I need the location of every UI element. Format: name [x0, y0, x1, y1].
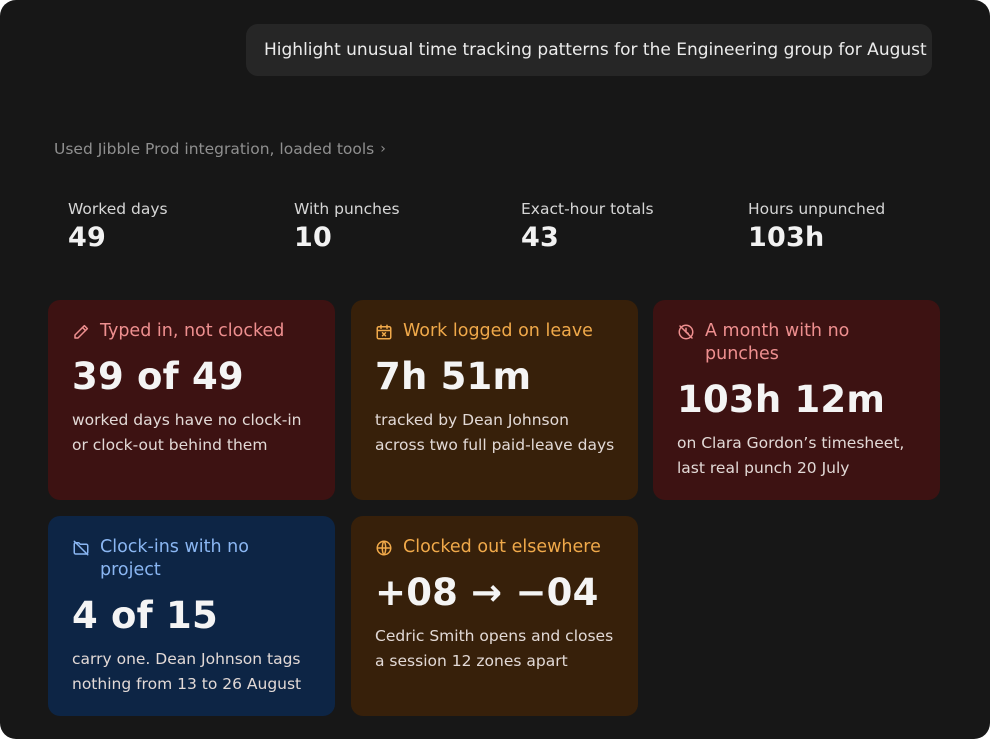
stat-hours-unpunched: Hours unpunched 103h [748, 200, 885, 253]
stat-value: 103h [748, 222, 825, 253]
card-clock-ins-no-project: Clock-ins with no project 4 of 15 carry … [48, 516, 335, 716]
globe-icon [376, 540, 392, 556]
card-title: Typed in, not clocked [100, 321, 285, 341]
stat-with-punches: With punches 10 [294, 200, 400, 253]
stat-value: 49 [68, 222, 106, 253]
tool-usage-text: Used Jibble Prod integration, loaded too… [54, 140, 375, 158]
card-value: 4 of 15 [72, 594, 218, 637]
card-description: tracked by Dean Johnson across two full … [375, 411, 615, 454]
chevron-right-icon: › [380, 141, 386, 157]
card-description: worked days have no clock-in or clock-ou… [72, 411, 302, 454]
card-title: Clocked out elsewhere [403, 537, 601, 557]
stat-label: Exact-hour totals [521, 200, 654, 218]
stat-label: Worked days [68, 200, 168, 218]
card-title: A month with no punches [705, 321, 850, 364]
card-value: +08 → −04 [375, 571, 599, 614]
stat-exact-hour-totals: Exact-hour totals 43 [521, 200, 654, 253]
card-description: on Clara Gordon’s timesheet, last real p… [677, 434, 905, 477]
stat-value: 10 [294, 222, 332, 253]
stat-value: 43 [521, 222, 559, 253]
folder-off-icon [73, 540, 89, 556]
stat-worked-days: Worked days 49 [68, 200, 168, 253]
card-work-logged-on-leave: Work logged on leave 7h 51m tracked by D… [351, 300, 638, 500]
card-value: 103h 12m [677, 378, 886, 421]
user-message-text: Highlight unusual time tracking patterns… [264, 40, 927, 60]
card-description: carry one. Dean Johnson tags nothing fro… [72, 650, 302, 693]
pencil-icon [74, 324, 89, 339]
card-month-no-punches: A month with no punches 103h 12m on Clar… [653, 300, 940, 500]
tool-usage-toggle[interactable]: Used Jibble Prod integration, loaded too… [54, 140, 386, 158]
card-clocked-out-elsewhere: Clocked out elsewhere +08 → −04 Cedric S… [351, 516, 638, 716]
card-description: Cedric Smith opens and closes a session … [375, 627, 614, 670]
card-typed-in-not-clocked: Typed in, not clocked 39 of 49 worked da… [48, 300, 335, 500]
card-title: Clock-ins with no project [100, 537, 249, 580]
card-value: 7h 51m [375, 355, 532, 398]
stat-label: Hours unpunched [748, 200, 886, 218]
stat-label: With punches [294, 200, 400, 218]
card-value: 39 of 49 [72, 355, 244, 398]
calendar-x-icon [376, 324, 392, 340]
clock-off-icon [678, 324, 694, 340]
user-message-bubble: Highlight unusual time tracking patterns… [246, 24, 932, 76]
card-title: Work logged on leave [403, 321, 593, 341]
